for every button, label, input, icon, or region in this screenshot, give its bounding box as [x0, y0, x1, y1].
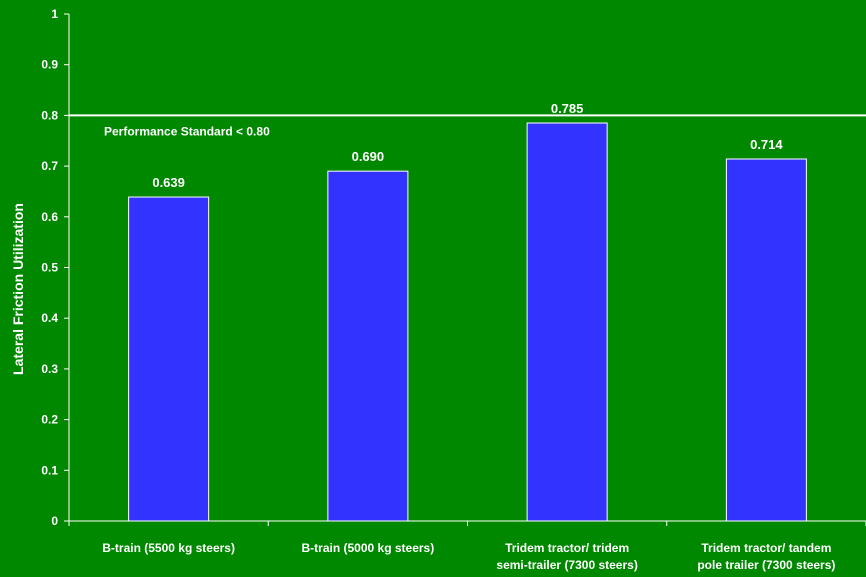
x-category-label: pole trailer (7300 steers)	[697, 558, 835, 572]
y-tick-label: 0.9	[41, 58, 58, 72]
x-category-label: Tridem tractor/ tridem	[505, 541, 629, 555]
reference-line-label: Performance Standard < 0.80	[104, 124, 270, 138]
bar	[526, 122, 608, 522]
x-category-label: B-train (5000 kg steers)	[302, 541, 435, 555]
y-tick-label: 1	[51, 7, 58, 21]
y-tick-label: 0.8	[41, 108, 58, 122]
x-category-label: B-train (5500 kg steers)	[102, 541, 235, 555]
x-category-label: Tridem tractor/ tandem	[701, 541, 831, 555]
y-tick-label: 0.4	[41, 311, 58, 325]
y-tick-label: 0.7	[41, 159, 58, 173]
y-tick-label: 0.2	[41, 413, 58, 427]
y-tick-label: 0.5	[41, 261, 58, 275]
bar-value-label: 0.639	[152, 175, 185, 190]
y-tick-label: 0.3	[41, 362, 58, 376]
x-category-label: semi-trailer (7300 steers)	[496, 558, 637, 572]
bar-value-label: 0.690	[352, 149, 385, 164]
bar-value-label: 0.714	[750, 137, 783, 152]
bar	[327, 170, 409, 522]
y-tick-label: 0.1	[41, 463, 58, 477]
bar	[725, 158, 807, 522]
y-tick-label: 0.6	[41, 210, 58, 224]
y-tick-label: 0	[51, 514, 58, 528]
bar-value-label: 0.785	[551, 101, 584, 116]
bar	[128, 196, 210, 522]
